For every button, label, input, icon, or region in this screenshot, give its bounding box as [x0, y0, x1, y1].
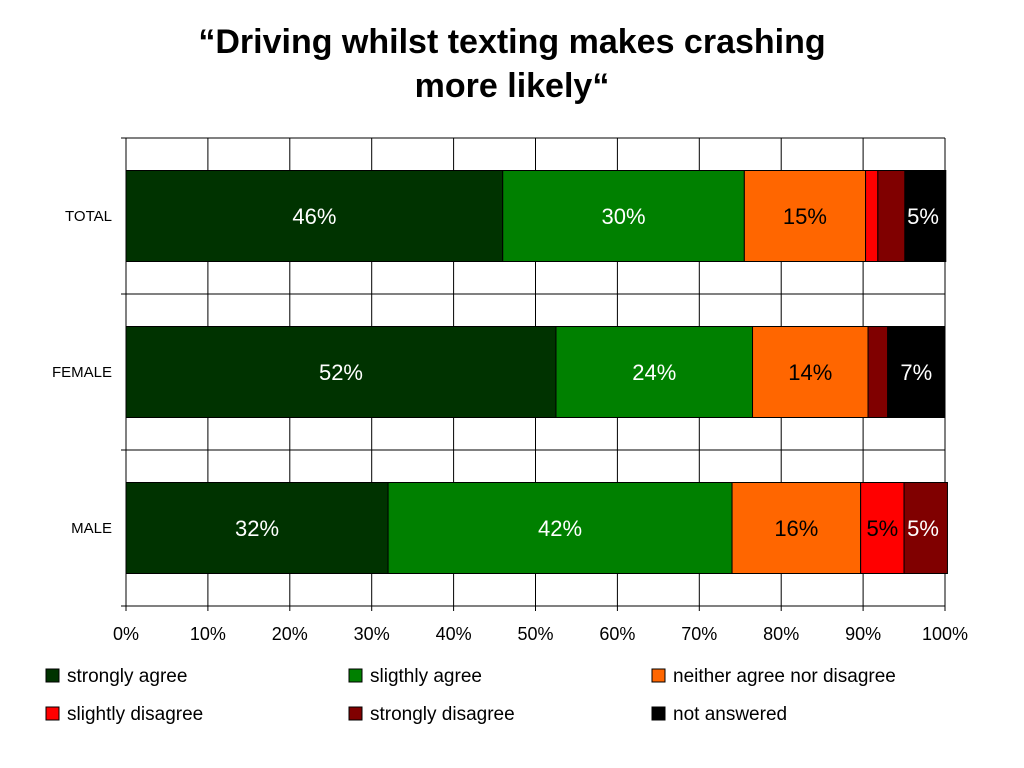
- bar-segment: [743, 170, 867, 262]
- x-tick-label: 100%: [922, 624, 968, 644]
- chart-title-line-2: more likely“: [414, 67, 610, 105]
- data-label: 52%: [319, 360, 363, 385]
- data-label: 46%: [292, 204, 336, 229]
- data-label: 42%: [538, 516, 582, 541]
- bar-segment: [555, 326, 754, 418]
- legend-label: strongly disagree: [370, 704, 515, 725]
- x-tick-label: 30%: [354, 624, 390, 644]
- legend-swatch: [348, 706, 363, 721]
- bar-segment: [731, 482, 862, 574]
- bar-segment: [752, 326, 869, 418]
- bar-segment: [877, 170, 906, 262]
- x-tick-label: 80%: [763, 624, 799, 644]
- bar-segment: [125, 482, 389, 574]
- x-tick-label: 60%: [599, 624, 635, 644]
- legend-label: not answered: [673, 704, 787, 725]
- bar-segment: [502, 170, 745, 262]
- bar-segment: [125, 170, 504, 262]
- legend-swatch: [45, 706, 60, 721]
- data-label: 32%: [235, 516, 279, 541]
- legend-label: strongly agree: [67, 666, 187, 687]
- chart-title-line-1: “Driving whilst texting makes crashing: [198, 23, 826, 61]
- legend-label: slightly disagree: [67, 704, 203, 725]
- x-tick-label: 50%: [517, 624, 553, 644]
- bar-segment: [860, 482, 905, 574]
- bar-segment: [903, 482, 948, 574]
- bar-segment: [904, 170, 947, 262]
- legend-label: sligthly agree: [370, 666, 482, 687]
- data-label: 30%: [602, 204, 646, 229]
- bar-segment: [867, 326, 889, 418]
- x-tick-label: 40%: [436, 624, 472, 644]
- legend-swatch: [348, 668, 363, 683]
- data-label: 5%: [907, 204, 939, 229]
- data-label: 15%: [783, 204, 827, 229]
- data-label: 7%: [900, 360, 932, 385]
- legend-label: neither agree nor disagree: [673, 666, 896, 687]
- x-tick-label: 10%: [190, 624, 226, 644]
- bar-segment: [865, 170, 879, 262]
- x-tick-label: 70%: [681, 624, 717, 644]
- x-tick-label: 0%: [113, 624, 139, 644]
- category-label: FEMALE: [52, 364, 112, 381]
- data-label: 14%: [788, 360, 832, 385]
- category-label: TOTAL: [65, 208, 112, 225]
- data-label: 24%: [632, 360, 676, 385]
- chart-title: “Driving whilst texting makes crashing m…: [0, 20, 1024, 108]
- data-label: 5%: [907, 516, 939, 541]
- category-label: MALE: [71, 520, 112, 537]
- bar-segment: [125, 326, 557, 418]
- x-tick-label: 20%: [272, 624, 308, 644]
- data-label: 16%: [774, 516, 818, 541]
- data-label: 5%: [866, 516, 898, 541]
- bar-segment: [387, 482, 733, 574]
- x-tick-label: 90%: [845, 624, 881, 644]
- legend-swatch: [45, 668, 60, 683]
- legend-swatch: [651, 668, 666, 683]
- bar-segment: [887, 326, 946, 418]
- legend-swatch: [651, 706, 666, 721]
